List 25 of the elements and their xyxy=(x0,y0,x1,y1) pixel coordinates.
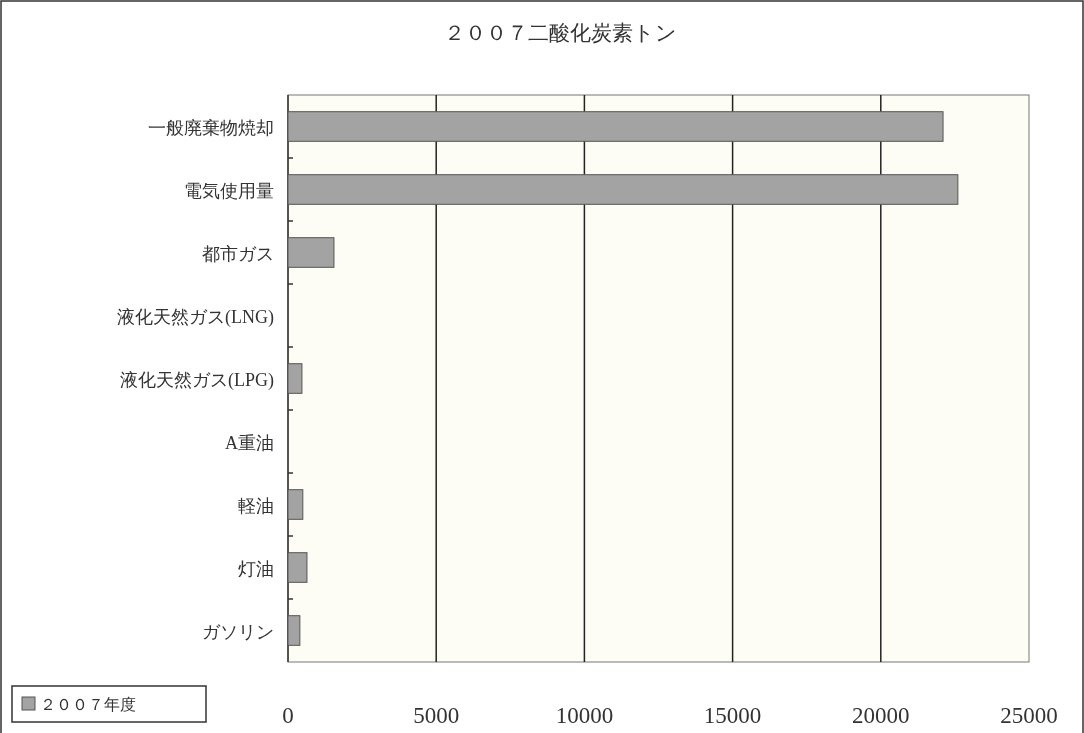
legend-label: ２００７年度 xyxy=(40,696,136,713)
bar xyxy=(287,615,301,646)
bar xyxy=(287,111,944,142)
bar xyxy=(287,363,303,394)
y-tick-label: 液化天然ガス(LPG) xyxy=(120,369,274,391)
y-tick-label: 一般廃棄物焼却 xyxy=(148,117,274,138)
bar xyxy=(287,174,959,205)
x-tick-label: 0 xyxy=(282,703,294,728)
title: ２００７二酸化炭素トン xyxy=(443,21,677,45)
bar xyxy=(287,237,335,268)
y-tick-label: 灯油 xyxy=(238,558,274,579)
y-tick-label: 軽油 xyxy=(238,495,274,516)
bar xyxy=(287,552,308,583)
y-tick-label: 都市ガス xyxy=(202,243,274,264)
legend: ２００７年度 xyxy=(11,685,207,723)
x-tick-label: 15000 xyxy=(703,703,762,728)
x-tick-label: 5000 xyxy=(413,703,460,728)
x-tick-label: 10000 xyxy=(555,703,614,728)
x-tick-label: 25000 xyxy=(1000,703,1058,728)
y-tick-label: 電気使用量 xyxy=(184,180,274,201)
x-tick-label: 20000 xyxy=(852,703,910,728)
y-tick-label: A重油 xyxy=(225,432,274,453)
y-tick-label: 液化天然ガス(LNG) xyxy=(117,306,274,328)
bar xyxy=(287,489,304,520)
y-tick-label: ガソリン xyxy=(202,621,274,642)
